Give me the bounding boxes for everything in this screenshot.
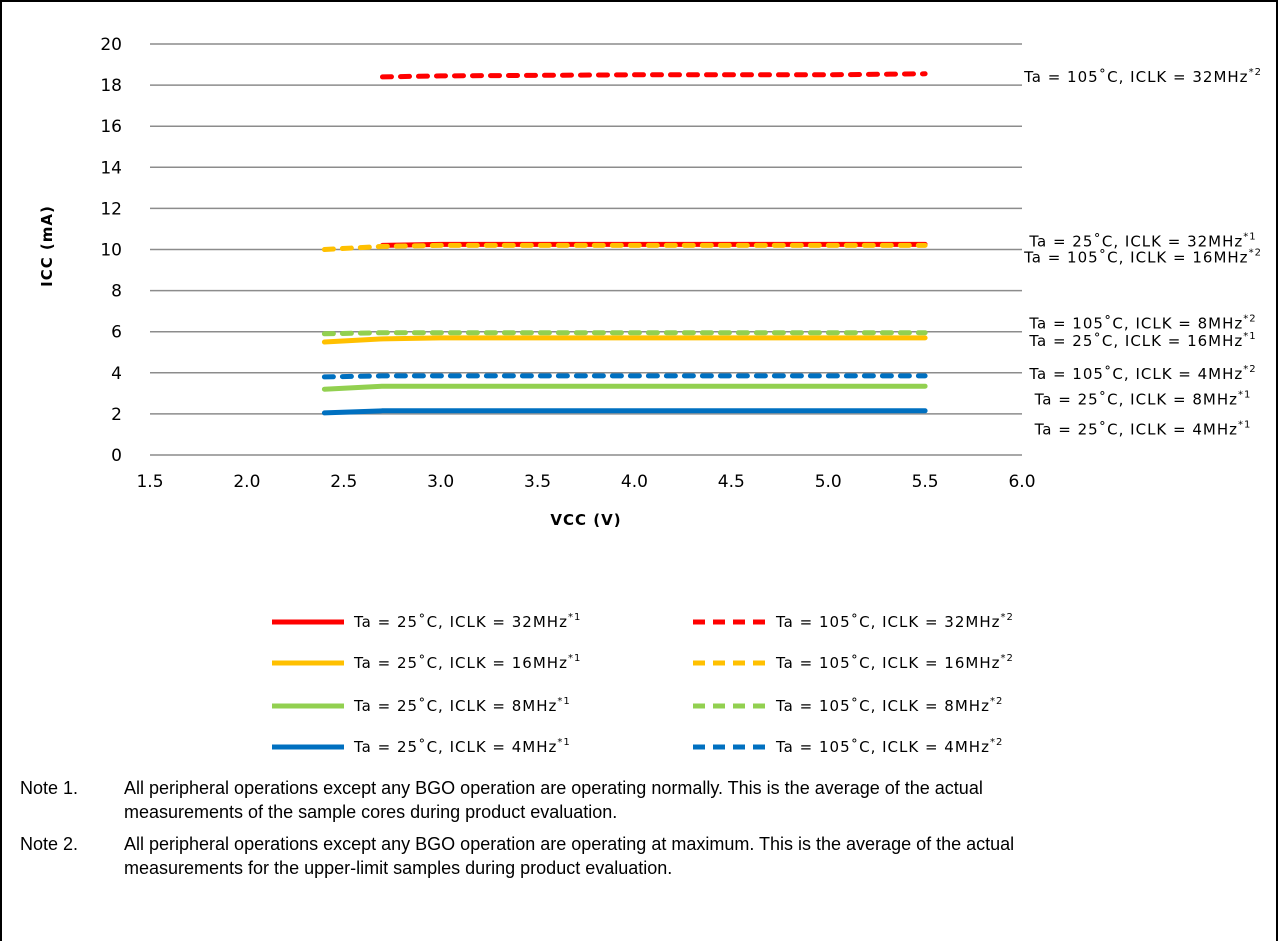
annotation-label: Ta = 105˚C, ICLK = 16MHz*2 [1023, 248, 1262, 267]
x-tick-label: 5.0 [815, 472, 842, 492]
y-tick-label: 18 [100, 76, 122, 96]
x-tick-label: 3.0 [427, 472, 454, 492]
x-tick-label: 4.5 [718, 472, 745, 492]
legend-label: Ta = 105˚C, ICLK = 4MHz*2 [775, 737, 1003, 756]
x-tick-label: 2.5 [330, 472, 357, 492]
note-1: Note 1. All peripheral operations except… [20, 776, 1260, 824]
legend-label: Ta = 25˚C, ICLK = 16MHz*1 [353, 653, 581, 672]
y-tick-labels: 0 2 4 6 8 10 12 14 16 18 20 [100, 35, 122, 466]
legend: Ta = 25˚C, ICLK = 32MHz*1 Ta = 105˚C, ICL… [272, 612, 1014, 756]
x-tick-label: 2.0 [233, 472, 260, 492]
annotation-label: Ta = 25˚C, ICLK = 32MHz*1 [1028, 231, 1256, 250]
annotation-label: Ta = 25˚C, ICLK = 8MHz*1 [1034, 390, 1252, 409]
x-tick-label: 4.0 [621, 472, 648, 492]
note-label: Note 2. [20, 834, 79, 854]
legend-label: Ta = 25˚C, ICLK = 32MHz*1 [353, 612, 581, 631]
y-tick-label: 8 [111, 282, 122, 302]
grid [150, 43, 1022, 456]
annotation-label: Ta = 25˚C, ICLK = 16MHz*1 [1028, 331, 1256, 350]
note-2: Note 2. All peripheral operations except… [20, 832, 1260, 880]
x-tick-label: 6.0 [1008, 472, 1035, 492]
x-axis-label: VCC (V) [550, 511, 621, 529]
annotation-label: Ta = 105˚C, ICLK = 8MHz*2 [1028, 313, 1256, 332]
series-line [321, 335, 928, 345]
notes: Note 1. All peripheral operations except… [20, 776, 1260, 888]
y-tick-label: 10 [100, 241, 122, 261]
series-line [321, 373, 928, 380]
legend-label: Ta = 105˚C, ICLK = 8MHz*2 [775, 696, 1003, 715]
legend-label: Ta = 25˚C, ICLK = 8MHz*1 [353, 696, 571, 715]
y-tick-label: 6 [111, 323, 122, 343]
y-tick-label: 12 [100, 199, 122, 219]
x-tick-label: 3.5 [524, 472, 551, 492]
x-tick-label: 1.5 [136, 472, 163, 492]
legend-label: Ta = 105˚C, ICLK = 32MHz*2 [775, 612, 1014, 631]
legend-label: Ta = 25˚C, ICLK = 4MHz*1 [353, 737, 571, 756]
note-text: All peripheral operations except any BGO… [124, 778, 983, 822]
y-tick-label: 0 [111, 446, 122, 466]
y-tick-label: 20 [100, 35, 122, 55]
series-line [380, 71, 928, 80]
series-lines [321, 71, 928, 416]
series-line [321, 330, 928, 337]
annotation-label: Ta = 105˚C, ICLK = 4MHz*2 [1028, 364, 1256, 383]
icc-vcc-chart: 0 2 4 6 8 10 12 14 16 18 20 1.5 2.0 2.5 3.0 3.5 4.0 4.5 5… [38, 35, 1262, 756]
annotation-label: Ta = 25˚C, ICLK = 4MHz*1 [1034, 419, 1252, 438]
y-tick-label: 4 [111, 364, 122, 384]
legend-label: Ta = 105˚C, ICLK = 16MHz*2 [775, 653, 1014, 672]
series-line [321, 383, 928, 392]
y-tick-label: 2 [111, 405, 122, 425]
y-tick-label: 14 [100, 158, 122, 178]
x-tick-label: 5.5 [912, 472, 939, 492]
note-label: Note 1. [20, 778, 79, 798]
annotations: Ta = 105˚C, ICLK = 32MHz*2 Ta = 25˚C, ICL… [1023, 67, 1262, 438]
x-tick-labels: 1.5 2.0 2.5 3.0 3.5 4.0 4.5 5.0 5.5 6.0 [136, 472, 1035, 492]
note-text: All peripheral operations except any BGO… [124, 834, 1015, 878]
y-tick-label: 16 [100, 117, 122, 137]
annotation-label: Ta = 105˚C, ICLK = 32MHz*2 [1023, 67, 1262, 86]
y-axis-label: ICC (mA) [38, 205, 56, 287]
series-line [321, 408, 928, 416]
series-line [321, 242, 928, 252]
